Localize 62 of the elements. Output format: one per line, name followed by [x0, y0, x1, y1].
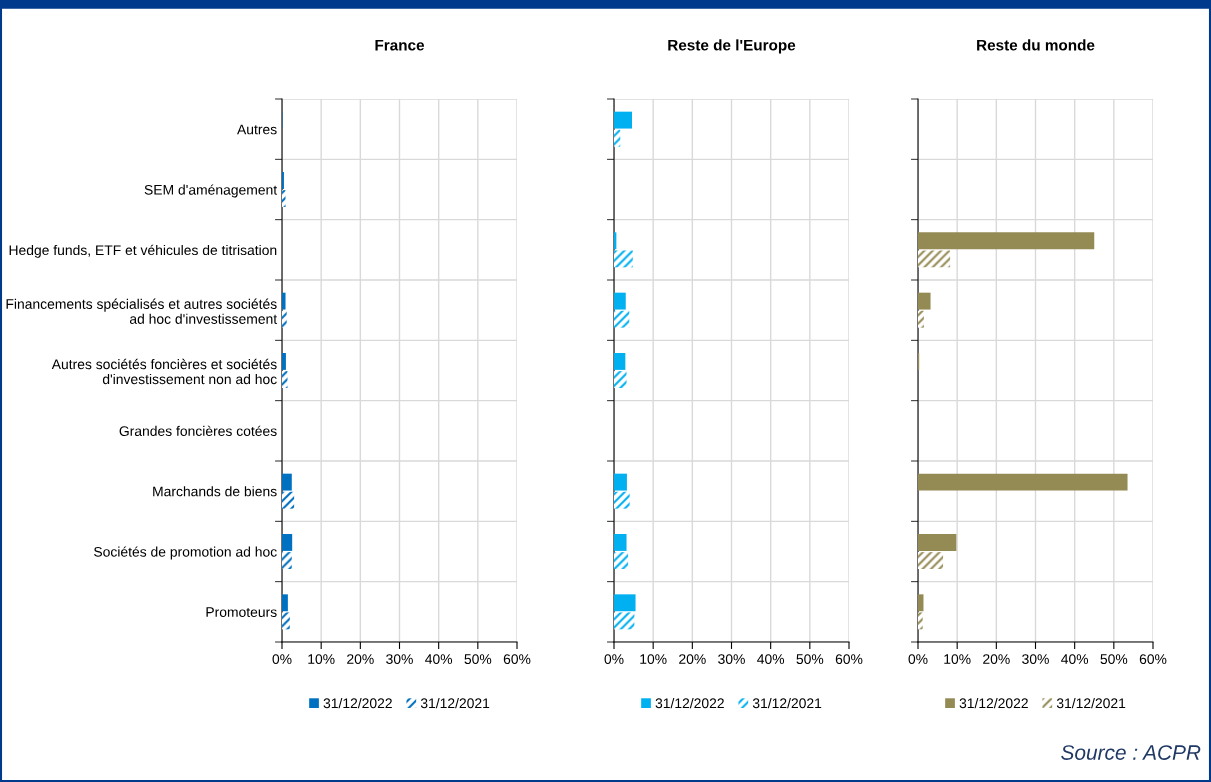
bar [614, 353, 626, 370]
bar [918, 292, 931, 310]
y-tick-label: Autres sociétés foncières et sociétés d'investissement non ad hoc [51, 358, 277, 385]
x-tick-label: 60% [835, 654, 863, 665]
legend-label: 31/12/2021 [752, 697, 822, 709]
bar [918, 594, 924, 612]
bar [918, 552, 944, 569]
bar [918, 232, 1095, 250]
y-tick-label: Marchands de biens [153, 486, 277, 497]
chart-title: Reste de l'Europe [668, 39, 796, 54]
bar [614, 594, 636, 612]
legend-label: 31/12/2021 [420, 697, 490, 709]
x-tick-label: 30% [1022, 654, 1049, 665]
bar [614, 111, 633, 129]
y-tick-label: Autres [237, 124, 277, 135]
bar [918, 473, 1128, 491]
bar [614, 310, 630, 328]
chart-title: France [375, 39, 425, 51]
bar [614, 491, 630, 509]
source-note: Source : ACPR [1061, 745, 1201, 760]
x-tick-label: 50% [464, 654, 492, 665]
bar [918, 250, 951, 268]
x-tick-label: 40% [425, 654, 453, 665]
x-tick-label: 10% [640, 654, 667, 665]
x-tick-label: 60% [503, 654, 531, 665]
bar [614, 612, 635, 630]
x-tick-label: 10% [308, 654, 335, 665]
legend-label: 31/12/2021 [1056, 697, 1126, 709]
x-tick-label: 10% [944, 654, 971, 665]
x-tick-label: 0% [604, 654, 624, 665]
x-tick-label: 60% [1139, 654, 1167, 665]
chart-title: Reste du monde [977, 39, 1095, 51]
x-tick-label: 0% [272, 654, 292, 665]
bar [614, 371, 627, 388]
y-tick-label: SEM d'aménagement [144, 184, 278, 198]
bar [614, 250, 633, 268]
x-tick-label: 20% [983, 654, 1010, 665]
y-tick-label: Hedge funds, ETF et véhicules de titrisation [9, 244, 277, 258]
x-tick-label: 50% [796, 654, 824, 665]
y-tick-label: Financements spécialisés et autres sociétés ad hoc d'investissement [6, 298, 278, 324]
x-tick-label: 40% [757, 654, 785, 665]
bar [614, 534, 627, 551]
bar [614, 473, 627, 491]
bar [614, 129, 621, 147]
x-tick-label: 40% [1061, 654, 1089, 665]
bar [614, 292, 626, 310]
legend-label: 31/12/2022 [323, 697, 392, 709]
legend-label: 31/12/2022 [959, 697, 1028, 709]
x-tick-label: 20% [347, 654, 374, 665]
bar [918, 310, 924, 328]
bar [614, 552, 629, 569]
y-tick-label: Sociétés de promotion ad hoc [94, 546, 277, 560]
legend-label: 31/12/2022 [655, 697, 724, 709]
bar [918, 612, 923, 630]
y-tick-label: Promoteurs [206, 607, 277, 617]
x-tick-label: 30% [718, 654, 745, 665]
x-tick-label: 20% [679, 654, 706, 665]
bar [918, 534, 957, 551]
x-tick-label: 30% [386, 654, 413, 665]
x-tick-label: 0% [908, 654, 928, 665]
x-tick-label: 50% [1100, 654, 1128, 665]
y-tick-label: Grandes foncières cotées [119, 425, 277, 436]
